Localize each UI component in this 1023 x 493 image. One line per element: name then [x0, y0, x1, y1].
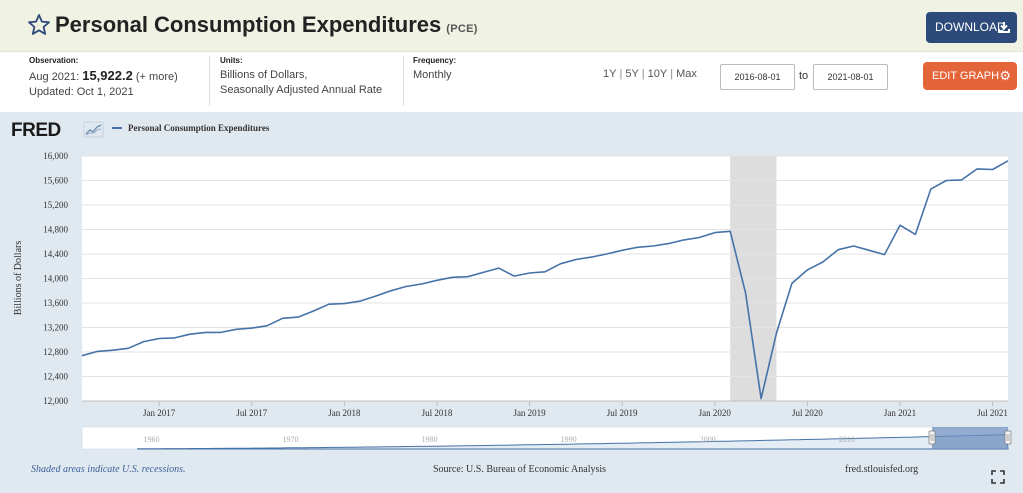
- favorite-star-icon[interactable]: [27, 13, 51, 37]
- fred-logo-mark-icon: [83, 121, 104, 138]
- observation-block: Observation: Aug 2021: 15,922.2 (+ more)…: [29, 56, 178, 108]
- site-url: fred.stlouisfed.org: [845, 464, 919, 475]
- units-line-1: Billions of Dollars,: [220, 69, 308, 81]
- start-date-input[interactable]: 2016-08-01: [720, 64, 795, 90]
- fred-logo-text: FRED: [11, 120, 61, 141]
- end-date-input[interactable]: 2021-08-01: [813, 64, 888, 90]
- x-tick-label: Jan 2018: [328, 408, 361, 418]
- navigator-right-handle[interactable]: [1004, 430, 1012, 445]
- updated-date: Updated: Oct 1, 2021: [29, 86, 134, 98]
- observation-label: Observation:: [29, 56, 79, 65]
- range-10y-link[interactable]: 10Y: [647, 68, 668, 80]
- fullscreen-icon[interactable]: [991, 470, 1005, 484]
- range-separator: |: [670, 68, 674, 80]
- range-separator: |: [619, 68, 623, 80]
- x-tick-label: Jul 2019: [607, 408, 638, 418]
- page-title: Personal Consumption Expenditures (PCE): [55, 12, 478, 38]
- x-tick-label: Jul 2021: [977, 408, 1008, 418]
- x-axis-ticks: Jan 2017 Jul 2017 Jan 2018 Jul 2018 Jan 2019…: [82, 400, 1008, 418]
- y-tick-label: 14,800: [43, 225, 68, 235]
- download-button[interactable]: DOWNLOAD: [926, 12, 1017, 43]
- range-max-link[interactable]: Max: [676, 68, 697, 80]
- y-axis-ticks: 16,000 15,600 15,200 14,800 14,400 14,000 13,6…: [43, 151, 68, 406]
- observation-more-link[interactable]: (+ more): [135, 71, 178, 83]
- observation-value: 15,922.2: [82, 68, 133, 83]
- range-1y-link[interactable]: 1Y: [603, 68, 617, 80]
- edit-graph-label: EDIT GRAPH: [932, 70, 1000, 82]
- frequency-value: Monthly: [413, 69, 452, 81]
- y-tick-label: 13,600: [43, 298, 68, 308]
- chart-svg: FRED Personal Consumption Expenditures 1…: [11, 120, 1012, 450]
- y-tick-label: 12,800: [43, 347, 68, 357]
- navigator-year-labels: 1960 1970 1980 1990 2000 2010: [144, 435, 855, 444]
- range-separator: |: [641, 68, 645, 80]
- range-selector: 1Y | 5Y | 10Y | Max: [603, 68, 697, 80]
- fred-logo[interactable]: FRED: [11, 120, 104, 141]
- y-tick-label: 12,000: [43, 396, 68, 406]
- source-text: Source: U.S. Bureau of Economic Analysis: [433, 464, 607, 475]
- navigator-year-label: 1980: [422, 435, 438, 444]
- to-label: to: [799, 70, 809, 82]
- x-tick-label: Jan 2021: [884, 408, 916, 418]
- navigator-year-label: 2000: [700, 435, 716, 444]
- header-bar: Personal Consumption Expenditures (PCE) D…: [0, 0, 1023, 52]
- y-tick-label: 13,200: [43, 323, 68, 333]
- x-tick-label: Jul 2018: [422, 408, 453, 418]
- x-tick-label: Jan 2019: [513, 408, 546, 418]
- download-icon: [998, 22, 1010, 33]
- frequency-block: Frequency: Monthly: [413, 56, 456, 108]
- observation-date: Aug 2021:: [29, 71, 80, 83]
- gear-icon: ⚙: [999, 68, 1011, 83]
- x-tick-label: Jul 2017: [236, 408, 267, 418]
- units-block: Units: Billions of Dollars, Seasonally A…: [220, 56, 382, 108]
- series-line-pce: [81, 160, 1009, 400]
- units-line-2: Seasonally Adjusted Annual Rate: [220, 84, 383, 96]
- y-tick-label: 14,400: [43, 249, 68, 259]
- navigator-series-area: [137, 434, 1009, 450]
- range-5y-link[interactable]: 5Y: [625, 68, 639, 80]
- series-code: (PCE): [446, 23, 478, 35]
- y-axis-label: Billions of Dollars: [13, 241, 24, 316]
- recession-note-link[interactable]: Shaded areas indicate U.S. recessions.: [31, 464, 186, 475]
- y-tick-label: 15,600: [43, 176, 68, 186]
- frequency-label: Frequency:: [413, 56, 457, 65]
- y-tick-label: 15,200: [43, 200, 68, 210]
- download-label: DOWNLOAD: [935, 20, 1006, 34]
- divider: [209, 56, 210, 106]
- navigator-year-label: 1960: [144, 435, 160, 444]
- series-title: Personal Consumption Expenditures: [55, 12, 442, 37]
- navigator-year-label: 2010: [839, 435, 855, 444]
- navigator-left-handle[interactable]: [928, 430, 936, 445]
- navigator-year-label: 1970: [283, 435, 299, 444]
- y-tick-label: 16,000: [43, 151, 68, 161]
- units-label: Units:: [220, 56, 243, 65]
- x-tick-label: Jul 2020: [792, 408, 823, 418]
- y-tick-label: 14,000: [43, 274, 68, 284]
- y-tick-label: 12,400: [43, 372, 68, 382]
- x-tick-label: Jan 2017: [143, 408, 176, 418]
- divider: [403, 56, 404, 106]
- navigator-selection[interactable]: [932, 427, 1008, 449]
- legend-label: Personal Consumption Expenditures: [128, 123, 270, 133]
- navigator-year-label: 1990: [561, 435, 577, 444]
- x-tick-label: Jan 2020: [699, 408, 732, 418]
- edit-graph-button[interactable]: EDIT GRAPH ⚙: [923, 62, 1017, 90]
- observation-line: Aug 2021: 15,922.2 (+ more): [29, 68, 178, 85]
